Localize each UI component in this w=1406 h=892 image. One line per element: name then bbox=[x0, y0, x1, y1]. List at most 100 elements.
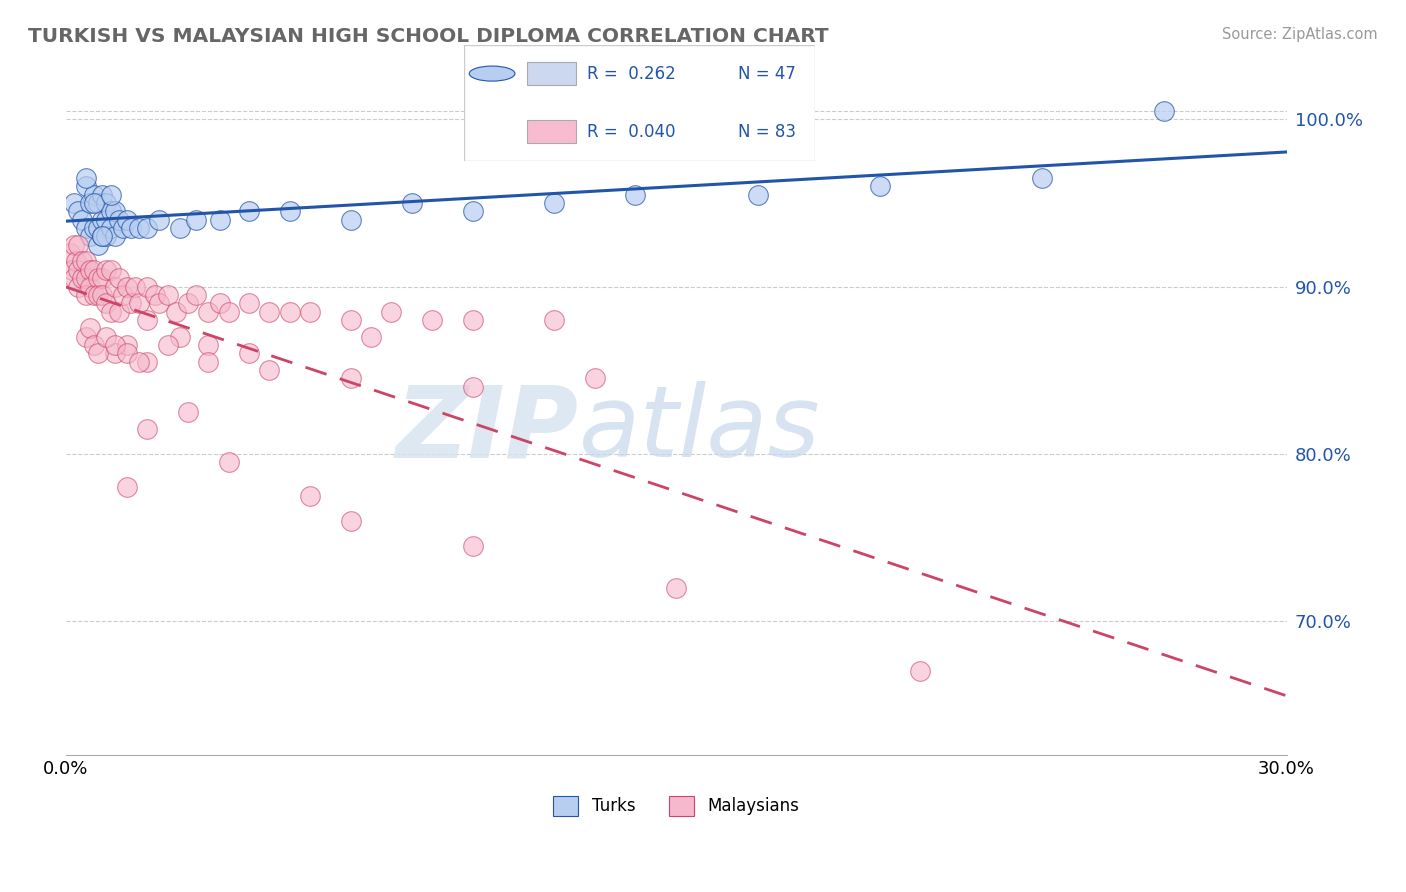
Point bbox=[79, 279, 101, 293]
Point bbox=[298, 489, 321, 503]
Point bbox=[83, 338, 105, 352]
Point bbox=[136, 221, 159, 235]
Point bbox=[79, 262, 101, 277]
Point bbox=[401, 195, 423, 210]
Point bbox=[238, 204, 260, 219]
Point bbox=[104, 229, 127, 244]
Point bbox=[111, 288, 134, 302]
Circle shape bbox=[470, 66, 515, 81]
Point bbox=[360, 329, 382, 343]
Point bbox=[91, 187, 114, 202]
Point bbox=[59, 246, 82, 260]
Point bbox=[124, 279, 146, 293]
Point bbox=[259, 363, 281, 377]
Text: N = 47: N = 47 bbox=[738, 64, 796, 83]
Point bbox=[197, 304, 219, 318]
Point bbox=[96, 212, 118, 227]
Legend: Turks, Malaysians: Turks, Malaysians bbox=[547, 789, 806, 822]
Point bbox=[184, 288, 207, 302]
Point bbox=[63, 195, 86, 210]
Point bbox=[197, 338, 219, 352]
Point bbox=[238, 296, 260, 310]
Point bbox=[91, 229, 114, 244]
Point bbox=[104, 279, 127, 293]
Point bbox=[339, 371, 361, 385]
Point bbox=[75, 179, 97, 194]
Point bbox=[169, 329, 191, 343]
Point bbox=[87, 195, 110, 210]
Point bbox=[165, 304, 187, 318]
Point bbox=[115, 279, 138, 293]
Point bbox=[100, 221, 122, 235]
Point bbox=[104, 338, 127, 352]
Point bbox=[96, 195, 118, 210]
Point bbox=[107, 304, 129, 318]
Point bbox=[115, 346, 138, 360]
Point bbox=[91, 271, 114, 285]
Point bbox=[104, 204, 127, 219]
FancyBboxPatch shape bbox=[527, 120, 576, 144]
Point bbox=[65, 254, 87, 268]
Text: R =  0.262: R = 0.262 bbox=[588, 64, 676, 83]
Point bbox=[66, 204, 89, 219]
Point bbox=[543, 195, 565, 210]
Point bbox=[461, 539, 484, 553]
Text: TURKISH VS MALAYSIAN HIGH SCHOOL DIPLOMA CORRELATION CHART: TURKISH VS MALAYSIAN HIGH SCHOOL DIPLOMA… bbox=[28, 27, 828, 45]
Point bbox=[543, 313, 565, 327]
Point bbox=[83, 221, 105, 235]
Point bbox=[70, 212, 93, 227]
Point bbox=[259, 304, 281, 318]
Point bbox=[136, 313, 159, 327]
Point bbox=[148, 212, 170, 227]
Point bbox=[100, 204, 122, 219]
Point bbox=[461, 204, 484, 219]
Point bbox=[120, 221, 142, 235]
Text: Source: ZipAtlas.com: Source: ZipAtlas.com bbox=[1222, 27, 1378, 42]
Point bbox=[100, 187, 122, 202]
Point bbox=[218, 304, 240, 318]
Point bbox=[747, 187, 769, 202]
Point bbox=[156, 338, 179, 352]
Point bbox=[87, 288, 110, 302]
Point bbox=[910, 664, 932, 678]
Point bbox=[83, 195, 105, 210]
Point bbox=[169, 221, 191, 235]
Point bbox=[66, 279, 89, 293]
Point bbox=[209, 296, 232, 310]
Point bbox=[75, 288, 97, 302]
Point bbox=[156, 288, 179, 302]
Point bbox=[63, 237, 86, 252]
Point bbox=[91, 229, 114, 244]
Point bbox=[79, 321, 101, 335]
Point bbox=[115, 212, 138, 227]
Point bbox=[100, 262, 122, 277]
Point bbox=[339, 212, 361, 227]
Point bbox=[128, 296, 150, 310]
FancyBboxPatch shape bbox=[464, 45, 815, 161]
Point bbox=[197, 355, 219, 369]
Point bbox=[136, 279, 159, 293]
Point bbox=[66, 237, 89, 252]
Point bbox=[87, 221, 110, 235]
Point bbox=[148, 296, 170, 310]
Point bbox=[87, 271, 110, 285]
Point bbox=[91, 288, 114, 302]
Point bbox=[339, 313, 361, 327]
Point bbox=[143, 288, 166, 302]
Point bbox=[83, 262, 105, 277]
Point bbox=[461, 380, 484, 394]
Point bbox=[184, 212, 207, 227]
Point bbox=[1031, 170, 1053, 185]
Point bbox=[461, 313, 484, 327]
Point bbox=[83, 187, 105, 202]
Point bbox=[91, 212, 114, 227]
Point bbox=[128, 221, 150, 235]
Point bbox=[100, 304, 122, 318]
Point bbox=[87, 237, 110, 252]
Point bbox=[115, 338, 138, 352]
Point bbox=[96, 229, 118, 244]
Point bbox=[107, 212, 129, 227]
Point bbox=[278, 304, 301, 318]
Point bbox=[869, 179, 891, 194]
Text: atlas: atlas bbox=[578, 381, 820, 478]
